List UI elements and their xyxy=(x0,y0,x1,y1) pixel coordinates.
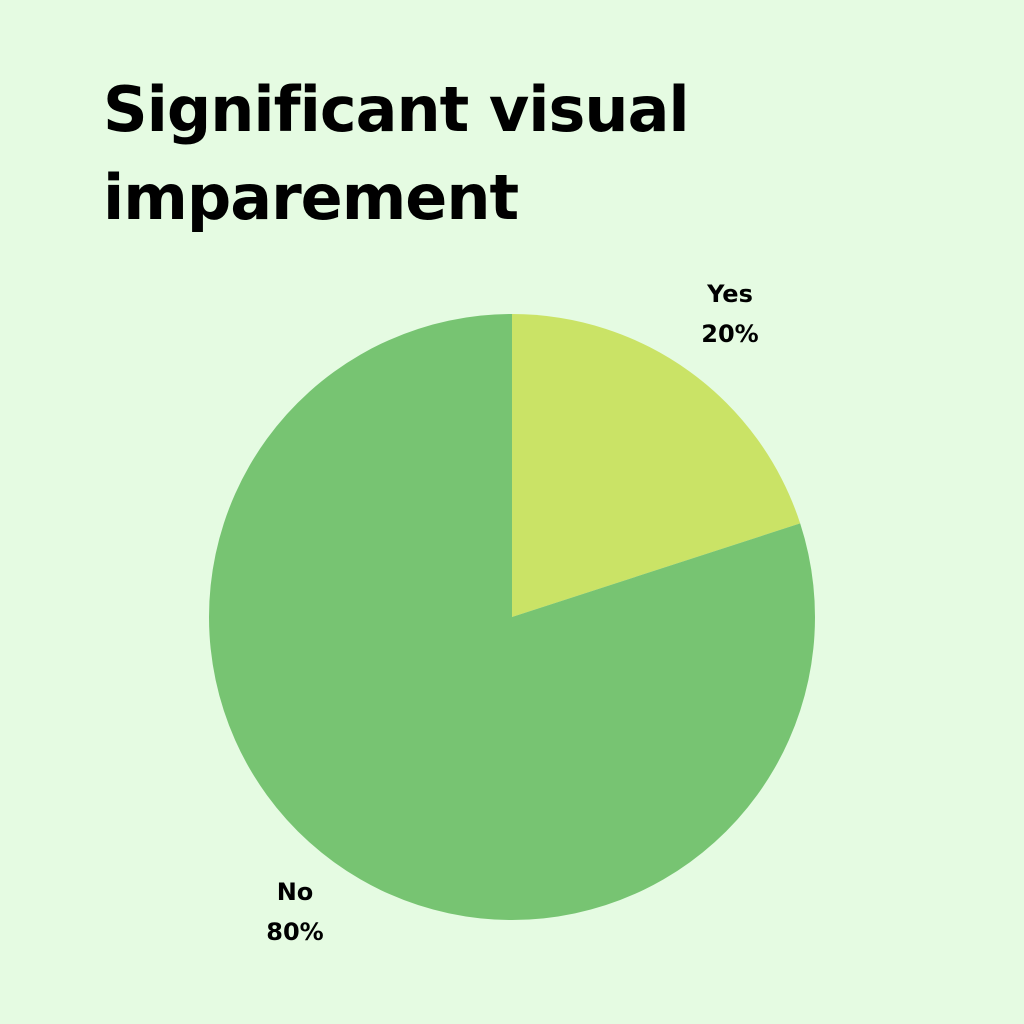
slice-label-no: No 80% xyxy=(245,872,345,952)
pie-slice-yes xyxy=(512,314,801,617)
slice-value-yes: 20% xyxy=(701,320,759,348)
slice-category-no: No xyxy=(276,878,314,906)
pie-plot-area xyxy=(208,314,815,920)
slice-category-yes: Yes xyxy=(707,280,753,308)
slice-label-yes: Yes 20% xyxy=(680,274,780,354)
slice-value-no: 80% xyxy=(266,918,324,946)
pie-slice-no xyxy=(208,314,815,920)
chart-title: Significant visual imparement xyxy=(103,73,690,234)
